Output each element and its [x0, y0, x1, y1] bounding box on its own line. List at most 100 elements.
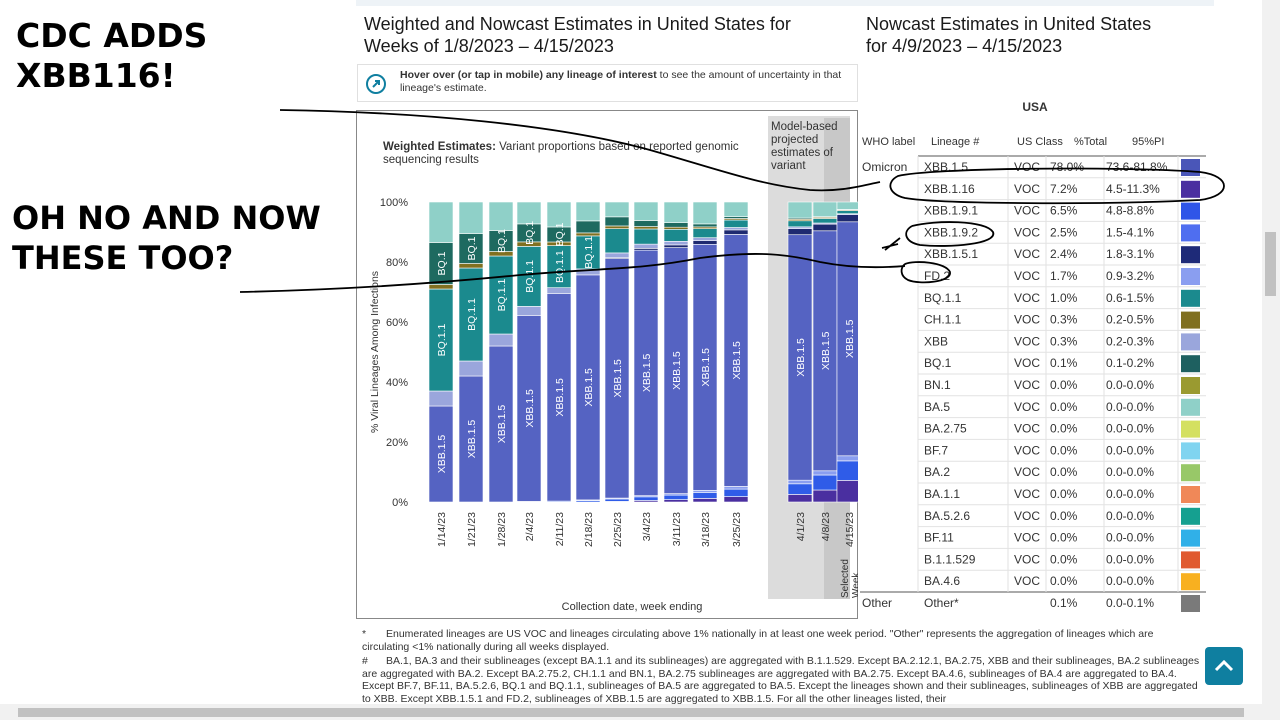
bar-segment-xbb-1-5[interactable]	[546, 293, 572, 502]
pct-total-cell: 7.2%	[1050, 182, 1078, 196]
table-row[interactable]: XBB.1.16 VOC 7.2% 4.5-11.3%	[918, 180, 1206, 201]
bar-label-bq-1-1: BQ.1.1	[583, 236, 595, 269]
nowcast-table[interactable]: WHO label Lineage # US Class %Total 95%PI Omi…	[860, 128, 1210, 613]
x-tick-label: 1/28/23	[496, 512, 508, 547]
table-row[interactable]: CH.1.1 VOC 0.3% 0.2-0.5%	[918, 311, 1206, 331]
bar-segment-xbb-1-5[interactable]	[488, 345, 514, 503]
table-row[interactable]: BN.1 VOC 0.0% 0.0-0.0%	[918, 377, 1206, 397]
pi-cell: 0.0-0.0%	[1106, 400, 1154, 414]
bar-label-bq-1-1: BQ.1.1	[554, 250, 566, 283]
lineage-color-swatch	[1181, 464, 1200, 482]
bar-segment-xbb-1-5[interactable]	[692, 244, 718, 491]
table-row[interactable]: B.1.1.529 VOC 0.0% 0.0-0.0%	[918, 551, 1206, 571]
bar-label-xbb-1-5: XBB.1.5	[641, 353, 653, 392]
bar-segment-xbb-1-5[interactable]	[633, 249, 659, 496]
table-row[interactable]: XBB.1.9.1 VOC 6.5% 4.8-8.8%	[918, 202, 1206, 222]
vertical-scrollbar-thumb[interactable]	[1265, 232, 1276, 296]
headline-line-1: CDC ADDS	[16, 16, 208, 55]
lineage-cell: BA.5	[924, 400, 950, 414]
x-tick-label: 2/4/23	[524, 512, 536, 541]
bar-segment-other[interactable]	[546, 201, 572, 228]
table-row[interactable]: BQ.1 VOC 0.1% 0.1-0.2%	[918, 355, 1206, 375]
bar-segment-xbb-1-5[interactable]	[663, 247, 689, 494]
bar-segment-bq-1-1[interactable]	[428, 288, 454, 392]
bar-segment-other[interactable]	[633, 201, 659, 221]
table-row[interactable]: BF.7 VOC 0.0% 0.0-0.0%	[918, 442, 1206, 462]
bar-segment-other[interactable]	[836, 201, 858, 210]
x-tick-label: 2/25/23	[612, 512, 624, 547]
pi-cell: 0.2-0.3%	[1106, 334, 1154, 348]
bar-segment-other[interactable]	[575, 201, 601, 222]
lineage-cell: XBB.1.9.1	[924, 204, 978, 218]
pi-cell: 0.2-0.5%	[1106, 313, 1154, 327]
bar-segment-bq-1-1[interactable]	[546, 245, 572, 288]
bar-segment-other[interactable]	[663, 201, 689, 224]
bar-segment-other[interactable]	[604, 201, 630, 218]
pi-cell: 1.5-4.1%	[1106, 225, 1154, 239]
variant-proportion-chart[interactable]: 0% 20% 40% 60% 80% 100% % Viral Lineages Among…	[356, 110, 858, 619]
table-row[interactable]: BF.11 VOC 0.0% 0.0-0.0%	[918, 529, 1206, 549]
bar-segment-other[interactable]	[692, 201, 718, 225]
lineage-color-swatch	[1181, 442, 1200, 460]
pct-total-cell: 78.0%	[1050, 160, 1084, 174]
pct-total-cell: 1.0%	[1050, 291, 1078, 305]
bar-segment-xbb-1-5[interactable]	[723, 234, 749, 487]
table-row[interactable]: FD.2 VOC 1.7% 0.9-3.2%	[918, 268, 1206, 288]
table-row[interactable]: BQ.1.1 VOC 1.0% 0.6-1.5%	[918, 289, 1206, 310]
bar-label-bq-1: BQ.1	[496, 229, 508, 253]
bar-segment-bq-1[interactable]	[428, 242, 454, 285]
table-row[interactable]: BA.5.2.6 VOC 0.0% 0.0-0.0%	[918, 507, 1206, 528]
bar-segment-bq-1[interactable]	[458, 233, 484, 264]
bar-segment-xbb-1-5[interactable]	[787, 234, 813, 481]
bar-label-bq-1: BQ.1	[524, 221, 536, 245]
bar-segment-xbb-1-5[interactable]	[458, 375, 484, 503]
table-row[interactable]: BA.1.1 VOC 0.0% 0.0-0.0%	[918, 486, 1206, 506]
table-row[interactable]: Other Other* 0.1% 0.0-0.1%	[860, 591, 1206, 613]
table-row[interactable]: BA.4.6 VOC 0.0% 0.0-0.0%	[918, 573, 1206, 593]
table-row[interactable]: XBB.1.9.2 VOC 2.5% 1.5-4.1%	[918, 224, 1206, 244]
bar-segment-other[interactable]	[428, 201, 454, 243]
us-class-cell: VOC	[1014, 531, 1040, 545]
us-class-cell: VOC	[1014, 378, 1040, 392]
bar-segment-bq-1-1[interactable]	[458, 267, 484, 362]
us-class-cell: VOC	[1014, 356, 1040, 370]
lineage-cell: XBB.1.9.2	[924, 225, 978, 239]
bar-segment-xbb-1-5[interactable]	[516, 315, 542, 502]
pct-total-cell: 0.0%	[1050, 487, 1078, 501]
bar-label-bq-1: BQ.1	[554, 222, 566, 246]
horizontal-scrollbar-thumb[interactable]	[18, 708, 1244, 717]
pi-cell: 0.0-0.0%	[1106, 552, 1154, 566]
bar-segment-other[interactable]	[723, 201, 749, 217]
table-header-cell: WHO label	[862, 136, 915, 148]
bar-segment-bq-1-1[interactable]	[575, 235, 601, 270]
pct-total-cell: 0.0%	[1050, 509, 1078, 523]
bar-segment-xbb-1-5[interactable]	[575, 274, 601, 501]
vertical-scrollbar[interactable]	[1262, 0, 1280, 720]
info-text: Hover over (or tap in mobile) any lineag…	[400, 69, 842, 94]
bar-segment-other[interactable]	[787, 201, 813, 219]
bar-label-xbb-1-5: XBB.1.5	[466, 420, 478, 459]
bar-segment-xbb-1-5[interactable]	[428, 405, 454, 503]
pi-cell: 1.8-3.1%	[1106, 247, 1154, 261]
pct-total-cell: 2.4%	[1050, 247, 1078, 261]
pi-cell: 0.6-1.5%	[1106, 291, 1154, 305]
table-row[interactable]: XBB.1.5.1 VOC 2.4% 1.8-3.1%	[918, 246, 1206, 266]
pi-cell: 0.0-0.0%	[1106, 465, 1154, 479]
who-label-cell: Omicron	[862, 160, 907, 174]
bar-label-bq-1-1: BQ.1.1	[436, 323, 448, 356]
x-tick-label: 3/11/23	[671, 512, 683, 546]
lineage-color-swatch	[1181, 486, 1200, 503]
table-row[interactable]: XBB VOC 0.3% 0.2-0.3%	[918, 333, 1206, 353]
scroll-to-top-button[interactable]	[1205, 647, 1243, 685]
table-row[interactable]: BA.2 VOC 0.0% 0.0-0.0%	[918, 464, 1206, 484]
bar-segment-xbb-1-5[interactable]	[604, 258, 630, 499]
bar-label-xbb-1-5: XBB.1.5	[795, 338, 807, 377]
bar-segment-other[interactable]	[488, 201, 514, 231]
bar-segment-other[interactable]	[516, 201, 542, 225]
table-row[interactable]: BA.5 VOC 0.0% 0.0-0.0%	[918, 398, 1206, 419]
table-row[interactable]: BA.2.75 VOC 0.0% 0.0-0.0%	[918, 420, 1206, 440]
bar-segment-other[interactable]	[458, 201, 484, 234]
pi-cell: 0.0-0.0%	[1106, 487, 1154, 501]
chevron-up-icon	[1214, 659, 1234, 672]
lineage-cell: CH.1.1	[924, 313, 962, 327]
